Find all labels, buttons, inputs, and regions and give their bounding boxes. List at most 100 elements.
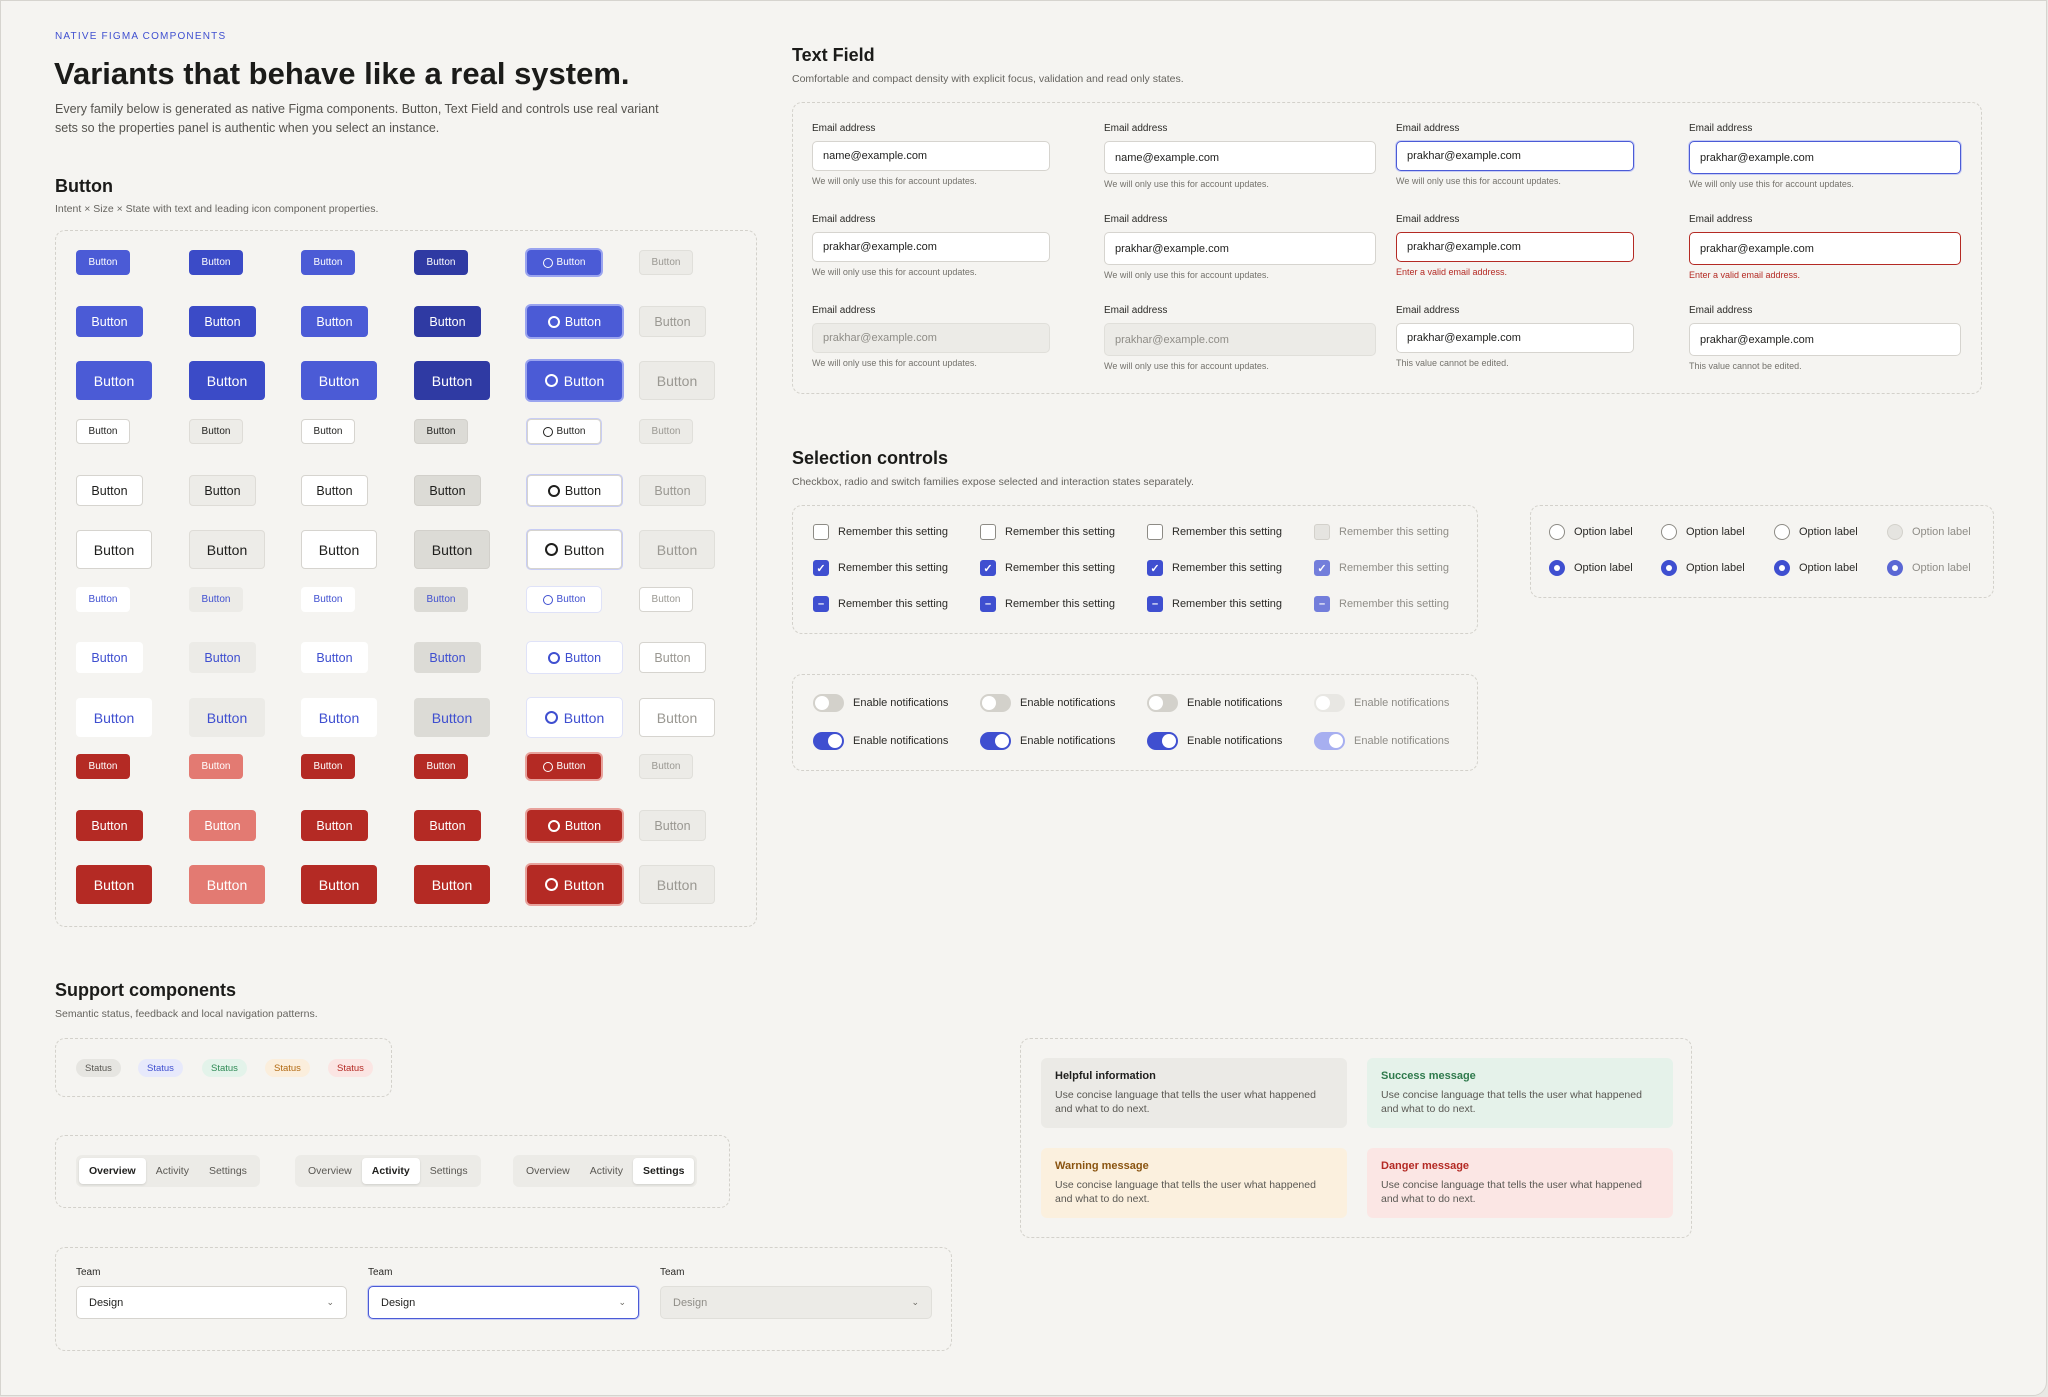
button-r9-c6[interactable]: Button	[639, 698, 715, 737]
button-r8-c1[interactable]: Button	[76, 642, 143, 673]
tab-activity[interactable]: Activity	[361, 1158, 420, 1184]
button-r10-c5[interactable]: Button	[527, 754, 601, 779]
switch-on[interactable]	[980, 732, 1011, 750]
switch-row[interactable]: Enable notifications	[1147, 732, 1282, 750]
switch-off[interactable]	[1147, 694, 1178, 712]
button-r4-c1[interactable]: Button	[76, 419, 130, 444]
button-r2-c1[interactable]: Button	[76, 306, 143, 337]
checkbox-row[interactable]: Remember this setting	[813, 524, 948, 540]
checkbox-row[interactable]: ✓ Remember this setting	[813, 560, 948, 576]
checkbox-row[interactable]: Remember this setting	[980, 524, 1115, 540]
checkbox-row[interactable]: – Remember this setting	[980, 596, 1115, 612]
email-field[interactable]: prakhar@example.com	[1396, 323, 1634, 353]
switch-row[interactable]: Enable notifications	[1147, 694, 1282, 712]
tab-overview[interactable]: Overview	[79, 1158, 146, 1184]
button-r7-c4[interactable]: Button	[414, 587, 468, 612]
checkbox-checked[interactable]: ✓	[1147, 560, 1163, 576]
button-r3-c3[interactable]: Button	[301, 361, 377, 400]
switch-row[interactable]: Enable notifications	[980, 732, 1115, 750]
checkbox-unchecked[interactable]	[980, 524, 996, 540]
radio-row[interactable]: Option label	[1774, 524, 1858, 540]
button-r7-c1[interactable]: Button	[76, 587, 130, 612]
button-r1-c4[interactable]: Button	[414, 250, 468, 275]
button-r1-c3[interactable]: Button	[301, 250, 355, 275]
tab-settings[interactable]: Settings	[429, 1165, 468, 1177]
button-r10-c1[interactable]: Button	[76, 754, 130, 779]
button-r10-c3[interactable]: Button	[301, 754, 355, 779]
button-r12-c4[interactable]: Button	[414, 865, 490, 904]
button-r4-c3[interactable]: Button	[301, 419, 355, 444]
button-r5-c5[interactable]: Button	[527, 475, 622, 506]
button-r10-c6[interactable]: Button	[639, 754, 693, 779]
tab-overview[interactable]: Overview	[526, 1165, 570, 1177]
email-field[interactable]: prakhar@example.com	[1689, 141, 1961, 174]
radio-unselected[interactable]	[1661, 524, 1677, 540]
button-r9-c1[interactable]: Button	[76, 698, 152, 737]
button-r3-c1[interactable]: Button	[76, 361, 152, 400]
button-r9-c3[interactable]: Button	[301, 698, 377, 737]
checkbox-unchecked[interactable]	[1147, 524, 1163, 540]
button-r3-c5[interactable]: Button	[527, 361, 622, 400]
button-r4-c2[interactable]: Button	[189, 419, 243, 444]
button-r5-c3[interactable]: Button	[301, 475, 368, 506]
button-r3-c6[interactable]: Button	[639, 361, 715, 400]
button-r1-c2[interactable]: Button	[189, 250, 243, 275]
radio-row[interactable]: Option label	[1549, 560, 1633, 576]
tab-overview[interactable]: Overview	[308, 1165, 352, 1177]
radio-selected[interactable]	[1549, 560, 1565, 576]
radio-row[interactable]: Option label	[1774, 560, 1858, 576]
button-r2-c3[interactable]: Button	[301, 306, 368, 337]
button-r4-c5[interactable]: Button	[527, 419, 601, 444]
checkbox-indeterminate[interactable]: –	[813, 596, 829, 612]
button-r1-c6[interactable]: Button	[639, 250, 693, 275]
button-r11-c6[interactable]: Button	[639, 810, 706, 841]
radio-unselected[interactable]	[1774, 524, 1790, 540]
button-r11-c2[interactable]: Button	[189, 810, 256, 841]
checkbox-row[interactable]: ✓ Remember this setting	[1147, 560, 1282, 576]
radio-selected[interactable]	[1774, 560, 1790, 576]
button-r10-c4[interactable]: Button	[414, 754, 468, 779]
button-r6-c2[interactable]: Button	[189, 530, 265, 569]
checkbox-checked[interactable]: ✓	[813, 560, 829, 576]
team-select[interactable]: Design ⌄	[76, 1286, 347, 1319]
button-r8-c5[interactable]: Button	[527, 642, 622, 673]
checkbox-unchecked[interactable]	[813, 524, 829, 540]
button-r9-c5[interactable]: Button	[527, 698, 622, 737]
button-r6-c3[interactable]: Button	[301, 530, 377, 569]
button-r11-c4[interactable]: Button	[414, 810, 481, 841]
button-r7-c6[interactable]: Button	[639, 587, 693, 612]
button-r11-c3[interactable]: Button	[301, 810, 368, 841]
button-r8-c2[interactable]: Button	[189, 642, 256, 673]
switch-row[interactable]: Enable notifications	[813, 694, 948, 712]
button-r4-c4[interactable]: Button	[414, 419, 468, 444]
button-r3-c2[interactable]: Button	[189, 361, 265, 400]
button-r5-c4[interactable]: Button	[414, 475, 481, 506]
button-r2-c5[interactable]: Button	[527, 306, 622, 337]
button-r7-c2[interactable]: Button	[189, 587, 243, 612]
checkbox-indeterminate[interactable]: –	[1147, 596, 1163, 612]
tab-activity[interactable]: Activity	[589, 1165, 624, 1177]
button-r12-c3[interactable]: Button	[301, 865, 377, 904]
radio-row[interactable]: Option label	[1661, 524, 1745, 540]
button-r9-c2[interactable]: Button	[189, 698, 265, 737]
button-r3-c4[interactable]: Button	[414, 361, 490, 400]
button-r5-c6[interactable]: Button	[639, 475, 706, 506]
checkbox-indeterminate[interactable]: –	[980, 596, 996, 612]
radio-row[interactable]: Option label	[1661, 560, 1745, 576]
button-r5-c1[interactable]: Button	[76, 475, 143, 506]
button-r6-c1[interactable]: Button	[76, 530, 152, 569]
email-field[interactable]: prakhar@example.com	[812, 232, 1050, 262]
email-field[interactable]: name@example.com	[812, 141, 1050, 171]
radio-row[interactable]: Option label	[1549, 524, 1633, 540]
button-r12-c1[interactable]: Button	[76, 865, 152, 904]
button-r12-c6[interactable]: Button	[639, 865, 715, 904]
button-r9-c4[interactable]: Button	[414, 698, 490, 737]
team-select[interactable]: Design ⌄	[368, 1286, 639, 1319]
button-r8-c4[interactable]: Button	[414, 642, 481, 673]
tab-activity[interactable]: Activity	[155, 1165, 189, 1177]
button-r5-c2[interactable]: Button	[189, 475, 256, 506]
email-field[interactable]: prakhar@example.com	[1396, 141, 1634, 171]
button-r2-c6[interactable]: Button	[639, 306, 706, 337]
switch-row[interactable]: Enable notifications	[813, 732, 948, 750]
email-field[interactable]: prakhar@example.com	[1689, 323, 1961, 356]
